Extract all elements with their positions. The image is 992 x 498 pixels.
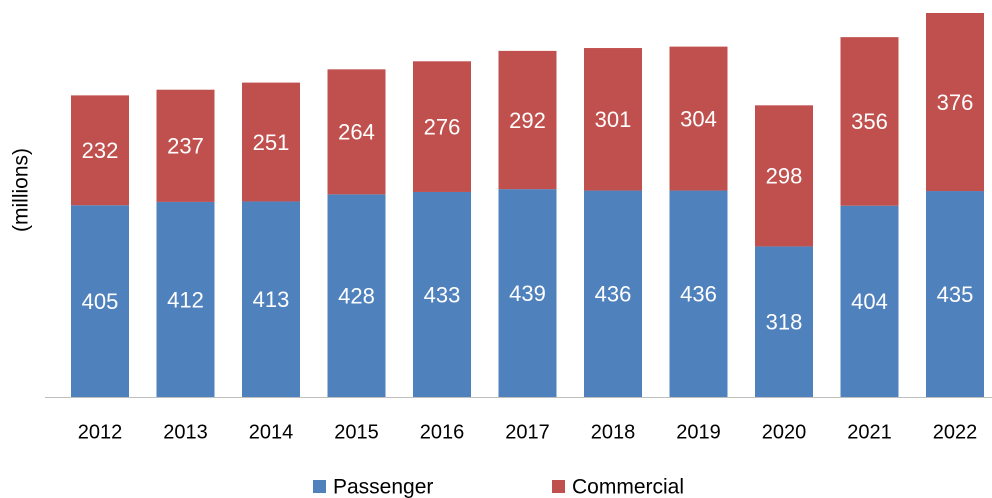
x-tick-label: 2015 bbox=[334, 421, 379, 443]
legend-swatch bbox=[313, 480, 326, 493]
data-label: 276 bbox=[424, 114, 461, 139]
x-tick-label: 2017 bbox=[505, 421, 550, 443]
data-label: 232 bbox=[82, 138, 119, 163]
bar-segment bbox=[242, 82, 300, 202]
bar-segment bbox=[327, 69, 386, 195]
x-tick-label: 2020 bbox=[762, 421, 807, 443]
data-label: 298 bbox=[766, 164, 803, 189]
legend-label: Commercial bbox=[572, 476, 684, 498]
data-label: 428 bbox=[338, 283, 375, 308]
bar-segment bbox=[669, 46, 728, 191]
x-tick-label: 2012 bbox=[78, 421, 123, 443]
bar-segment bbox=[669, 190, 728, 397]
x-tick-label: 2022 bbox=[933, 421, 978, 443]
x-tick-label: 2016 bbox=[420, 421, 465, 443]
x-tick-label: 2019 bbox=[676, 421, 721, 443]
bar-segment bbox=[71, 205, 129, 397]
bar-segment bbox=[156, 201, 215, 397]
data-label: 433 bbox=[424, 282, 461, 307]
bar-segment bbox=[498, 50, 557, 190]
bar-segment bbox=[755, 246, 813, 397]
data-label: 318 bbox=[766, 310, 803, 335]
bar-segment bbox=[71, 95, 129, 206]
data-label: 412 bbox=[167, 287, 204, 312]
data-label: 439 bbox=[509, 281, 546, 306]
bar-segment bbox=[156, 89, 215, 202]
data-label: 404 bbox=[851, 289, 888, 314]
bar-segment bbox=[242, 201, 300, 397]
bar-segment bbox=[327, 194, 386, 397]
bar-segment bbox=[840, 37, 899, 206]
bar-segment bbox=[584, 190, 642, 397]
data-label: 301 bbox=[595, 107, 632, 132]
data-label: 405 bbox=[82, 289, 119, 314]
legend-label: Passenger bbox=[333, 476, 433, 498]
bar-segment bbox=[926, 13, 984, 192]
bar-segment bbox=[755, 105, 813, 247]
data-label: 356 bbox=[851, 109, 888, 134]
bar-segment bbox=[498, 189, 557, 397]
data-label: 436 bbox=[595, 282, 632, 307]
data-label: 264 bbox=[338, 120, 375, 145]
x-tick-label: 2014 bbox=[249, 421, 294, 443]
data-label: 251 bbox=[253, 130, 290, 155]
data-label: 436 bbox=[680, 282, 717, 307]
data-label: 435 bbox=[937, 282, 974, 307]
bar-segment bbox=[926, 191, 984, 397]
y-axis-label: (millions) bbox=[10, 148, 33, 232]
data-label: 413 bbox=[253, 287, 290, 312]
data-label: 304 bbox=[680, 106, 717, 131]
legend-swatch bbox=[552, 480, 565, 493]
data-label: 237 bbox=[167, 134, 204, 159]
x-tick-label: 2013 bbox=[163, 421, 208, 443]
x-tick-label: 2021 bbox=[847, 421, 892, 443]
bar-segment bbox=[840, 205, 899, 397]
x-tick-label: 2018 bbox=[591, 421, 636, 443]
bar-segment bbox=[584, 48, 642, 191]
data-label: 376 bbox=[937, 90, 974, 115]
bar-segment bbox=[413, 191, 471, 397]
data-label: 292 bbox=[509, 108, 546, 133]
bar-segment bbox=[413, 61, 471, 192]
